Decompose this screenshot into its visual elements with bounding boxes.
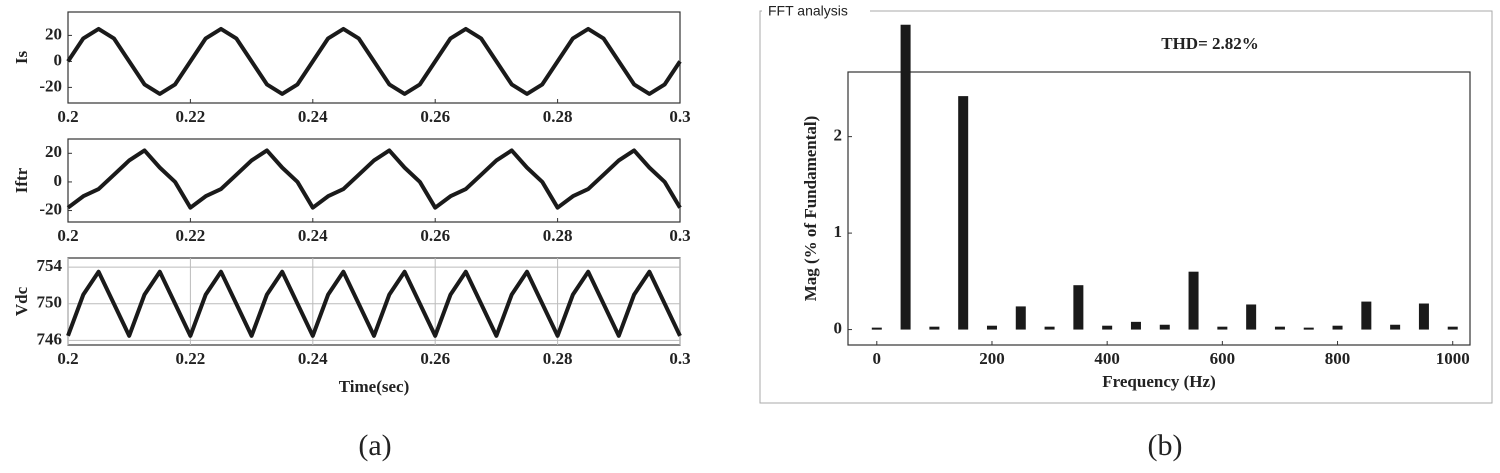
bar <box>1130 321 1141 330</box>
y-tick-label: 0 <box>54 171 63 190</box>
bar <box>958 96 969 330</box>
y-tick-label: 20 <box>45 24 62 43</box>
x-tick-label: 600 <box>1210 349 1236 368</box>
y-tick-label: -20 <box>39 76 62 95</box>
bar <box>1246 304 1257 330</box>
x-tick-label: 0.22 <box>176 349 206 368</box>
x-tick-label: 0.28 <box>543 349 573 368</box>
plot-frame <box>67 138 681 223</box>
bar <box>1274 326 1285 330</box>
x-tick-label: 0 <box>873 349 882 368</box>
y-tick-label: 20 <box>45 142 62 161</box>
y-tick-label: -20 <box>39 199 62 218</box>
x-axis-label: Time(sec) <box>339 377 410 396</box>
bar <box>1361 301 1372 330</box>
plot-frame <box>67 11 681 104</box>
y-axis-label: Vdc <box>12 286 31 316</box>
x-tick-label: 0.26 <box>420 349 450 368</box>
x-tick-label: 1000 <box>1436 349 1470 368</box>
bar <box>1418 303 1429 330</box>
x-tick-label: 0.3 <box>669 107 690 126</box>
window-title: FFT analysis <box>768 3 848 19</box>
y-tick-label: 0 <box>834 318 843 337</box>
bar <box>1159 324 1170 330</box>
window-title-bg <box>762 2 870 20</box>
signal-line <box>66 26 682 96</box>
bar <box>871 327 882 330</box>
y-tick-label: 746 <box>37 329 63 348</box>
x-tick-label: 0.22 <box>176 107 206 126</box>
bar <box>929 326 940 330</box>
signal-line <box>66 269 682 338</box>
x-tick-label: 0.28 <box>543 107 573 126</box>
bar <box>1015 306 1026 330</box>
x-tick-label: 0.26 <box>420 226 450 245</box>
x-tick-label: 0.22 <box>176 226 206 245</box>
bar <box>1044 326 1055 330</box>
x-tick-label: 0.24 <box>298 107 328 126</box>
bar <box>1332 325 1343 330</box>
x-tick-label: 0.26 <box>420 107 450 126</box>
plot-frame <box>847 71 1471 346</box>
y-tick-label: 0 <box>54 50 63 69</box>
y-tick-label: 1 <box>834 222 843 241</box>
x-tick-label: 0.2 <box>57 107 78 126</box>
y-tick-label: 2 <box>834 126 843 145</box>
x-tick-label: 0.24 <box>298 349 328 368</box>
bar <box>1188 271 1199 330</box>
y-tick-label: 754 <box>37 256 63 275</box>
fft-window <box>759 10 1493 404</box>
bar <box>986 325 997 330</box>
x-tick-label: 400 <box>1094 349 1120 368</box>
bar <box>1102 325 1113 330</box>
x-tick-label: 200 <box>979 349 1005 368</box>
bar <box>1447 326 1458 330</box>
x-tick-label: 0.3 <box>669 349 690 368</box>
y-axis-label: Iftr <box>12 167 31 193</box>
panel-label: (b) <box>1148 429 1183 462</box>
panel-label: (a) <box>358 429 391 462</box>
y-axis-label: Is <box>12 51 31 65</box>
x-tick-label: 0.2 <box>57 349 78 368</box>
x-tick-label: 0.28 <box>543 226 573 245</box>
bar <box>1073 285 1084 330</box>
y-axis-label: Mag (% of Fundamental) <box>801 116 820 302</box>
bar <box>1217 326 1228 330</box>
x-tick-label: 0.3 <box>669 226 690 245</box>
x-tick-label: 0.24 <box>298 226 328 245</box>
bar <box>1390 324 1401 330</box>
y-tick-label: 750 <box>37 293 63 312</box>
bar <box>900 24 911 330</box>
x-tick-label: 800 <box>1325 349 1351 368</box>
annotation: THD= 2.82% <box>1161 34 1259 53</box>
signal-line <box>66 148 682 210</box>
x-axis-label: Frequency (Hz) <box>1102 372 1215 391</box>
bar <box>1303 327 1314 330</box>
x-tick-label: 0.2 <box>57 226 78 245</box>
